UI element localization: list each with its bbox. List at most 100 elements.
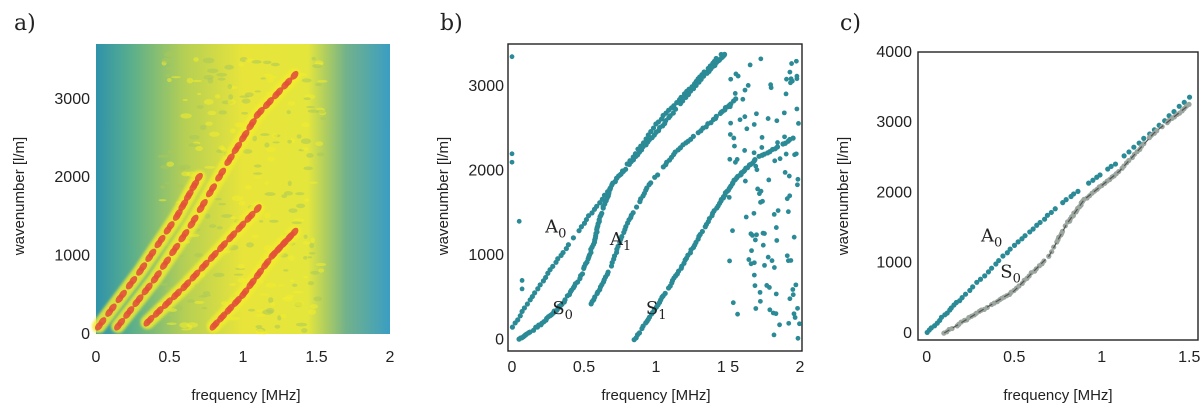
panel-a-ylabel: wavenumber [l/m]	[11, 137, 28, 256]
ridge-peak-mark	[290, 70, 299, 80]
heatmap-speckle-mark	[292, 283, 298, 287]
dispersion-point	[619, 234, 625, 240]
heatmap-speckle-mark	[252, 172, 263, 175]
noise-point	[748, 231, 754, 237]
heatmap-speckle-mark	[301, 78, 312, 83]
heatmap-speckle-mark	[203, 74, 214, 80]
noise-point	[774, 238, 780, 243]
y-tick-label: 1000	[54, 248, 90, 265]
noise-point	[758, 56, 764, 62]
heatmap-speckle-mark	[204, 166, 216, 169]
heatmap-speckle-mark	[196, 105, 204, 109]
y-tick-label: 4000	[876, 44, 912, 61]
heatmap-speckle-mark	[265, 75, 277, 79]
heatmap-speckle-mark	[288, 208, 298, 213]
dispersion-point	[563, 245, 569, 252]
dispersion-point	[578, 224, 585, 230]
dispersion-point	[1176, 103, 1182, 109]
dispersion-point	[1154, 128, 1160, 134]
heatmap-speckle-mark	[228, 94, 234, 100]
heatmap-speckle-mark	[188, 143, 200, 147]
heatmap-speckle-mark	[307, 109, 320, 113]
heatmap-speckle-mark	[207, 110, 217, 116]
heatmap-speckle-mark	[258, 293, 270, 296]
noise-point	[754, 232, 759, 238]
dispersion-point	[636, 330, 643, 336]
heatmap-speckle-mark	[164, 51, 175, 57]
ridge-peak-mark	[248, 277, 257, 287]
dispersion-point	[774, 144, 781, 150]
ridge-peak-mark	[129, 276, 138, 285]
heatmap-speckle-mark	[247, 308, 256, 312]
ridge-peak-mark	[108, 303, 117, 313]
noise-point	[787, 296, 793, 302]
ridge-peak-mark	[181, 229, 190, 238]
ridge-peak-mark	[290, 227, 299, 237]
noise-point	[765, 254, 771, 260]
heatmap-speckle-mark	[305, 105, 315, 108]
noise-point	[797, 321, 802, 327]
dispersion-point	[1126, 149, 1132, 155]
ridge-peak-mark	[194, 172, 203, 182]
dispersion-point	[1108, 163, 1114, 170]
ridge-peak-mark	[226, 153, 235, 163]
heatmap-speckle-mark	[253, 164, 262, 168]
noise-point	[509, 159, 515, 165]
noise-point	[743, 214, 749, 220]
heatmap-speckle-mark	[251, 234, 260, 239]
heatmap-speckle-mark	[288, 255, 295, 261]
dispersion-point	[585, 213, 592, 219]
noise-point	[793, 151, 799, 157]
heatmap-speckle-mark	[262, 309, 274, 315]
heatmap-speckle-mark	[166, 67, 172, 70]
noise-point	[737, 117, 743, 123]
heatmap-speckle-mark	[158, 199, 167, 202]
dispersion-point	[989, 265, 995, 271]
heatmap-speckle-mark	[217, 77, 226, 81]
heatmap-speckle-mark	[197, 92, 202, 96]
dispersion-point	[1060, 200, 1066, 206]
ridge-peak-mark	[284, 77, 293, 87]
ridge-peak-mark	[174, 288, 183, 298]
dispersion-point	[970, 284, 976, 290]
heatmap-speckle-mark	[307, 309, 317, 315]
panel-c-dots	[924, 94, 1193, 336]
panel-c-xlabel: frequency [MHz]	[1003, 387, 1112, 404]
dispersion-point	[605, 269, 611, 275]
noise-point	[784, 253, 790, 259]
noise-point	[783, 151, 789, 157]
x-tick-label: 1	[652, 359, 661, 376]
heatmap-speckle-mark	[292, 218, 305, 222]
heatmap-speckle-mark	[224, 64, 234, 70]
ridge-peak-mark	[153, 270, 162, 279]
heatmap-speckle-mark	[263, 73, 273, 77]
noise-point	[788, 76, 794, 82]
noise-point	[795, 305, 800, 311]
dispersion-point	[1121, 153, 1127, 159]
heatmap-speckle-mark	[227, 99, 237, 105]
dispersion-point	[1186, 101, 1192, 107]
y-tick-label: 0	[903, 325, 912, 342]
ridge-peak-mark	[241, 287, 250, 296]
dispersion-point	[550, 263, 556, 269]
dispersion-point	[583, 216, 590, 223]
y-tick-label: 2000	[876, 184, 912, 201]
panel-c-label: c)	[840, 11, 861, 36]
noise-point	[742, 87, 748, 93]
heatmap-speckle-mark	[167, 149, 177, 154]
heatmap-speckle-mark	[259, 133, 270, 136]
noise-point	[781, 110, 787, 116]
noise-point	[772, 158, 778, 164]
dispersion-point	[982, 273, 988, 279]
ridge-peak-mark	[256, 267, 265, 277]
dispersion-point	[790, 135, 796, 141]
dispersion-point	[1022, 233, 1028, 239]
noise-point	[726, 194, 732, 200]
heatmap-speckle-mark	[320, 117, 327, 120]
heatmap-speckle-mark	[181, 328, 191, 331]
panel-c: c) A0 S0 0 0.5 1 1.5 0 1000 2000 3000 4000 freque…	[835, 11, 1200, 404]
heatmap-speckle-mark	[272, 141, 280, 144]
y-tick-label: 0	[81, 326, 90, 343]
ridge-peak-mark	[146, 314, 155, 324]
